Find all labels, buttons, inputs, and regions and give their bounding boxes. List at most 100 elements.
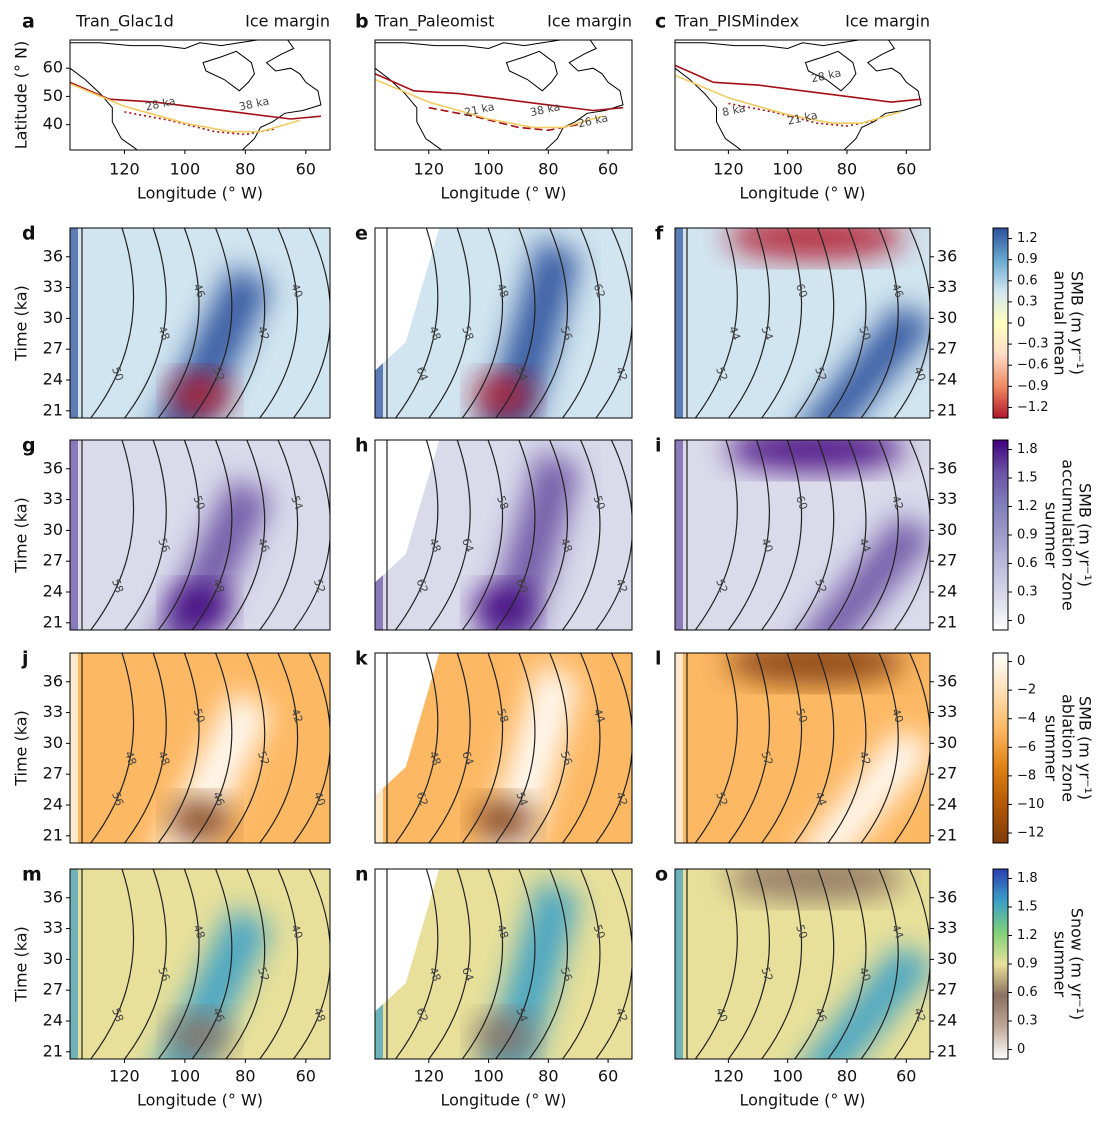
colorbar-tick-label: −10 [1017,797,1044,812]
contour [90,440,135,630]
panel-frame [674,227,931,419]
panel-letter: o [655,864,668,886]
contour-label: 46 [210,1006,227,1024]
contour [461,653,504,843]
contour-label: 52 [713,577,730,595]
contour [562,653,601,843]
contour-label: 40 [911,365,928,383]
coastline [202,50,255,92]
y-axis-label: Time (ka) [12,497,31,574]
colorbar-tick-label: −0.6 [1017,358,1049,373]
contour-label: 54 [513,365,530,383]
contour [562,440,601,630]
y-tick-label: 30 [43,949,63,968]
y-tick-label: 21 [937,825,957,844]
contour-label: 52 [713,790,730,808]
contour [694,653,738,843]
y-tick-label: 36 [43,671,63,690]
contour-label: 56 [558,324,575,342]
y-tick-label: 24 [937,370,957,389]
panel-letter: j [21,648,29,670]
contour [761,440,803,630]
panel-letter: c [655,11,666,33]
panel-letter: g [22,435,36,457]
map-frame [674,39,931,151]
heat-band [805,945,930,1059]
contour [694,869,738,1059]
x-tick-label: 120 [414,1067,445,1086]
y-tick-label: 21 [937,612,957,631]
contour [259,440,299,630]
colorbar-tick-label: 0.9 [1017,528,1038,543]
contour-label: 46 [889,282,906,300]
contour [728,869,770,1059]
colorbar-tick-label: −0.9 [1017,379,1049,394]
y-tick-label: 30 [937,520,957,539]
coastline [375,40,561,50]
contour [562,228,601,418]
contour [90,228,135,418]
contour [860,869,899,1059]
x-tick-label: 100 [772,160,803,179]
colorbar-tick-label: 0.6 [1017,985,1038,1000]
contour-label: 48 [426,536,443,554]
y-tick-label: 24 [43,795,63,814]
heatmap [675,228,930,418]
y-tick-label: 27 [937,764,957,783]
ice-margin [70,81,321,120]
colorbar-label: SMB (m yr⁻¹) [1076,483,1095,587]
ice-margin [124,111,276,136]
contour-label: 42 [255,324,272,342]
contour-label: 40 [713,1006,730,1024]
contour [90,653,135,843]
x-tick-label: 120 [109,160,140,179]
x-tick-label: 100 [170,160,201,179]
contour [495,440,536,630]
contour [728,440,770,630]
coastline [70,40,322,150]
y-tick-label: 24 [937,1011,957,1030]
y-tick-label: 33 [937,489,957,508]
contour-label: 42 [288,707,305,725]
contour-label: 48 [191,923,208,941]
panel-frame [69,439,331,631]
panel-letter: k [355,648,368,670]
colorbar-label: annual mean [1051,271,1070,376]
x-axis-label: Longitude (° W) [137,184,263,203]
x-tick-label: 120 [414,160,445,179]
contour-label: 62 [414,577,431,595]
heatmap [675,653,930,843]
contour [191,228,233,418]
edge-strip [675,440,683,630]
y-tick-label: 36 [937,887,957,906]
contour-label: 48 [210,577,227,595]
edge-strip [70,228,78,418]
coastline [804,50,857,92]
edge-strip [675,869,683,1059]
contour [461,869,504,1059]
contour [495,228,536,418]
colorbar [992,227,1009,419]
map-frame [374,39,633,151]
heatmap [675,440,930,630]
x-tick-label: 80 [837,1067,857,1086]
panel-subtitle: Ice margin [547,12,632,31]
colorbar-label: SMB (m yr⁻¹) [1076,696,1095,800]
contour [191,653,233,843]
coastline [505,50,558,92]
y-tick-label: 24 [937,582,957,601]
contour [225,869,266,1059]
x-tick-label: 60 [296,160,316,179]
panel-letter: n [355,864,369,886]
y-tick-label: 30 [937,949,957,968]
y-tick-label: 36 [43,887,63,906]
contour [461,440,504,630]
contour-label: 50 [191,494,208,512]
panel-letter: m [22,864,42,886]
panel-letter: l [655,648,662,670]
contour [395,440,439,630]
ice-margin [375,73,624,112]
y-tick-label: 33 [43,277,63,296]
colorbar-label: SMB (m yr⁻¹) [1068,271,1087,375]
